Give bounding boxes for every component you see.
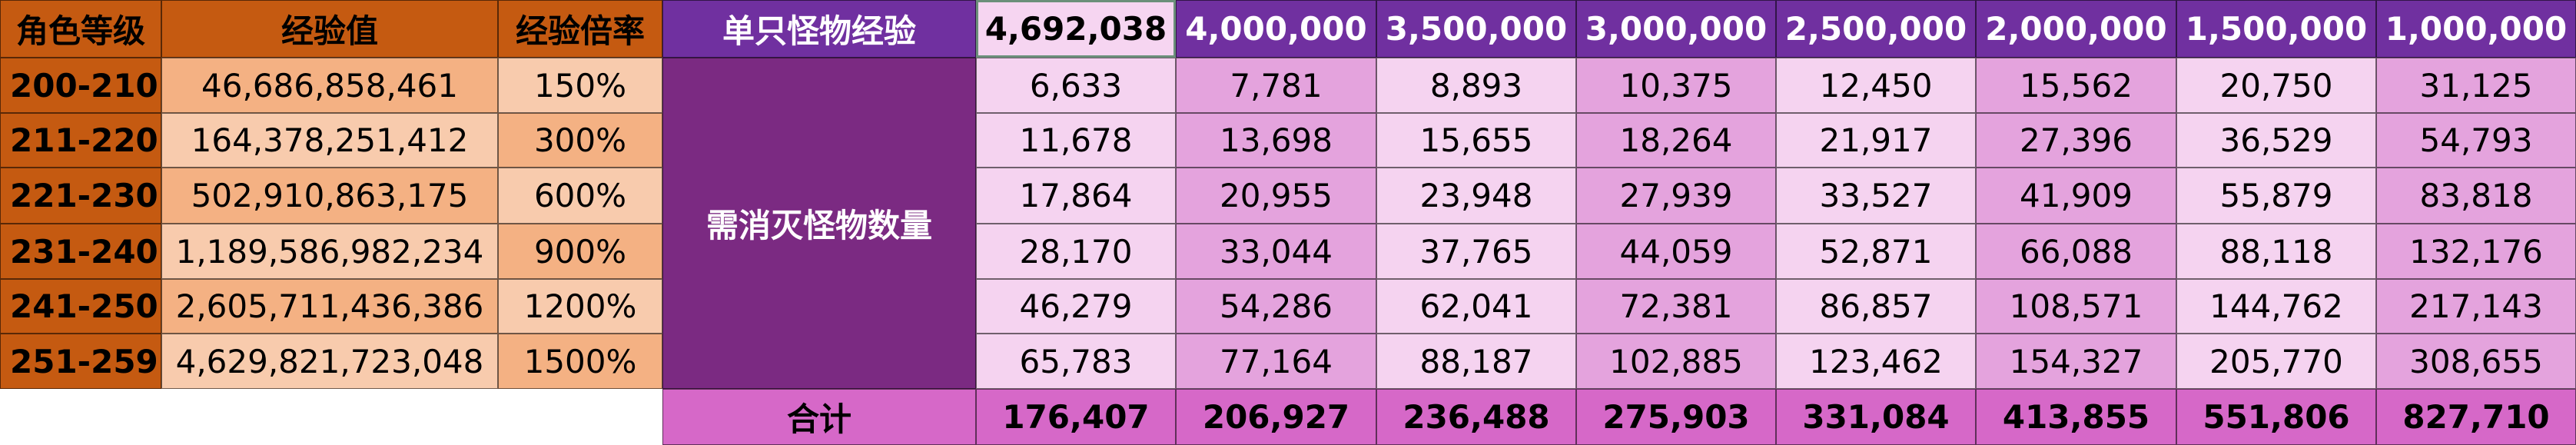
count-cell: 308,655 — [2376, 334, 2576, 389]
count-cell: 144,762 — [2176, 279, 2376, 334]
level-cell: 221-230 — [0, 168, 161, 224]
data-cell: 300% — [498, 113, 662, 168]
level-cell: 241-250 — [0, 279, 161, 334]
count-cell: 10,375 — [1576, 58, 1776, 113]
count-cell: 44,059 — [1576, 224, 1776, 279]
count-cell: 88,118 — [2176, 224, 2376, 279]
count-cell: 15,655 — [1376, 113, 1576, 168]
count-cell: 11,678 — [976, 113, 1176, 168]
total-cell: 551,806 — [2176, 389, 2376, 445]
data-cell: 1,189,586,982,234 — [161, 224, 498, 279]
data-cell: 46,686,858,461 — [161, 58, 498, 113]
count-cell: 31,125 — [2376, 58, 2576, 113]
data-cell: 900% — [498, 224, 662, 279]
count-cell: 20,955 — [1176, 168, 1376, 224]
total-label: 合计 — [662, 389, 976, 445]
exp-cell: 3,000,000 — [1576, 0, 1776, 58]
total-cell: 236,488 — [1376, 389, 1576, 445]
count-cell: 18,264 — [1576, 113, 1776, 168]
count-cell: 54,286 — [1176, 279, 1376, 334]
row-label: 需消灭怪物数量 — [662, 58, 976, 389]
count-cell: 17,864 — [976, 168, 1176, 224]
total-cell: 413,855 — [1976, 389, 2176, 445]
total-cell: 176,407 — [976, 389, 1176, 445]
count-cell: 20,750 — [2176, 58, 2376, 113]
total-cell: 275,903 — [1576, 389, 1776, 445]
count-cell: 27,939 — [1576, 168, 1776, 224]
header-cell: 经验值 — [161, 0, 498, 58]
header-cell: 经验倍率 — [498, 0, 662, 58]
exp-cell: 4,000,000 — [1176, 0, 1376, 58]
data-cell: 164,378,251,412 — [161, 113, 498, 168]
count-cell: 88,187 — [1376, 334, 1576, 389]
count-cell: 66,088 — [1976, 224, 2176, 279]
exp-cell: 2,000,000 — [1976, 0, 2176, 58]
level-cell: 251-259 — [0, 334, 161, 389]
total-cell: 827,710 — [2376, 389, 2576, 445]
count-cell: 65,783 — [976, 334, 1176, 389]
count-cell: 86,857 — [1776, 279, 1976, 334]
count-cell: 23,948 — [1376, 168, 1576, 224]
total-cell: 331,084 — [1776, 389, 1976, 445]
count-cell: 83,818 — [2376, 168, 2576, 224]
count-cell: 37,765 — [1376, 224, 1576, 279]
count-cell: 41,909 — [1976, 168, 2176, 224]
data-cell: 150% — [498, 58, 662, 113]
count-cell: 154,327 — [1976, 334, 2176, 389]
count-cell: 217,143 — [2376, 279, 2576, 334]
count-cell: 72,381 — [1576, 279, 1776, 334]
count-cell: 132,176 — [2376, 224, 2576, 279]
data-cell: 4,629,821,723,048 — [161, 334, 498, 389]
count-cell: 27,396 — [1976, 113, 2176, 168]
count-cell: 33,044 — [1176, 224, 1376, 279]
count-cell: 33,527 — [1776, 168, 1976, 224]
count-cell: 15,562 — [1976, 58, 2176, 113]
count-cell: 46,279 — [976, 279, 1176, 334]
data-cell: 502,910,863,175 — [161, 168, 498, 224]
count-cell: 108,571 — [1976, 279, 2176, 334]
exp-cell: 4,692,038 — [976, 0, 1176, 58]
level-cell: 211-220 — [0, 113, 161, 168]
count-cell: 205,770 — [2176, 334, 2376, 389]
header-cell: 角色等级 — [0, 0, 161, 58]
data-cell: 600% — [498, 168, 662, 224]
count-cell: 28,170 — [976, 224, 1176, 279]
header-cell: 单只怪物经验 — [662, 0, 976, 58]
level-cell: 231-240 — [0, 224, 161, 279]
count-cell: 7,781 — [1176, 58, 1376, 113]
count-cell: 21,917 — [1776, 113, 1976, 168]
count-cell: 123,462 — [1776, 334, 1976, 389]
count-cell: 12,450 — [1776, 58, 1976, 113]
count-cell: 77,164 — [1176, 334, 1376, 389]
level-cell: 200-210 — [0, 58, 161, 113]
data-cell: 1200% — [498, 279, 662, 334]
count-cell: 6,633 — [976, 58, 1176, 113]
exp-cell: 3,500,000 — [1376, 0, 1576, 58]
data-cell: 2,605,711,436,386 — [161, 279, 498, 334]
count-cell: 52,871 — [1776, 224, 1976, 279]
exp-cell: 1,000,000 — [2376, 0, 2576, 58]
data-cell: 1500% — [498, 334, 662, 389]
count-cell: 62,041 — [1376, 279, 1576, 334]
count-cell: 102,885 — [1576, 334, 1776, 389]
exp-cell: 1,500,000 — [2176, 0, 2376, 58]
count-cell: 55,879 — [2176, 168, 2376, 224]
count-cell: 13,698 — [1176, 113, 1376, 168]
exp-cell: 2,500,000 — [1776, 0, 1976, 58]
count-cell: 8,893 — [1376, 58, 1576, 113]
count-cell: 36,529 — [2176, 113, 2376, 168]
total-cell: 206,927 — [1176, 389, 1376, 445]
count-cell: 54,793 — [2376, 113, 2576, 168]
